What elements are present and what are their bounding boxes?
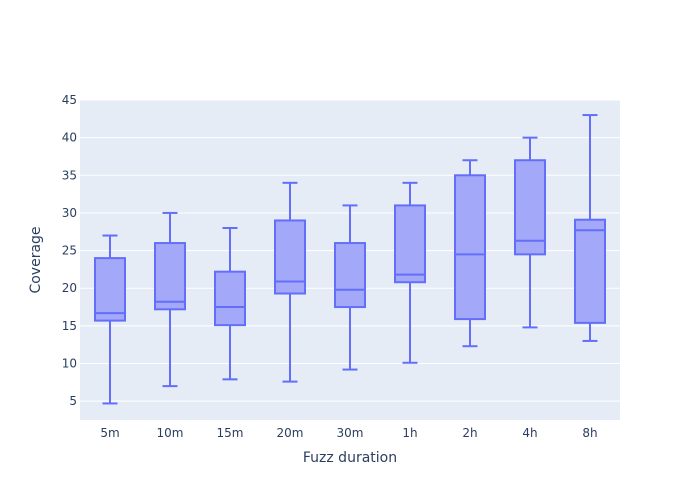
y-tick-label: 35 [62,168,77,182]
x-tick-label: 30m [337,426,364,440]
y-tick-label: 10 [62,357,77,371]
x-axis-title: Fuzz duration [303,450,397,466]
box-8h [574,114,606,342]
x-tick-label: 4h [522,426,537,440]
iqr-box [274,219,306,295]
y-tick-labels: 5 10 15 20 25 30 35 40 45 [62,93,77,408]
y-tick-label: 5 [69,394,77,408]
box-5m [94,234,126,405]
x-tick-label: 1h [402,426,417,440]
iqr-box [214,270,246,327]
box-15m [214,227,246,381]
x-tick-label: 5m [100,426,119,440]
y-tick-label: 30 [62,206,77,220]
box-4h [514,136,546,329]
y-tick-label: 15 [62,319,77,333]
x-tick-label: 10m [157,426,184,440]
y-tick-label: 40 [62,131,77,145]
y-tick-label: 25 [62,244,77,258]
x-tick-label: 15m [217,426,244,440]
iqr-box [94,257,126,322]
box-10m [154,211,186,388]
x-tick-label: 8h [582,426,597,440]
x-tick-labels: 5m 10m 15m 20m 30m 1h 2h 4h 8h [100,426,597,440]
x-tick-label: 20m [277,426,304,440]
x-tick-label: 2h [462,426,477,440]
y-axis-title: Coverage [28,226,44,293]
iqr-box [154,242,186,311]
box-2h [454,159,486,348]
box-1h [394,181,426,364]
y-tick-label: 20 [62,281,77,295]
y-tick-label: 45 [62,93,77,107]
iqr-box [334,242,366,309]
box-30m [334,204,366,371]
iqr-box [454,174,486,321]
iqr-box [514,159,546,256]
boxes [94,114,606,405]
box-20m [274,181,306,383]
iqr-box [574,218,606,324]
iqr-box [394,204,426,284]
